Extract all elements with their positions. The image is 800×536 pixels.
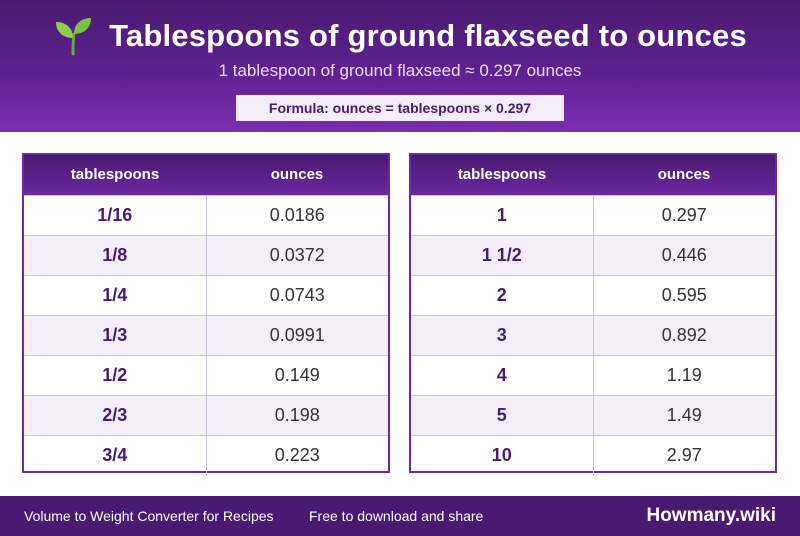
tablespoons-cell: 1/3 [24,316,207,355]
page-title: Tablespoons of ground flaxseed to ounces [109,18,747,53]
table-row: 4 1.19 [411,355,775,395]
column-header-ounces: ounces [657,166,711,183]
brand-logo: Howmany.wiki [646,505,776,526]
tablespoons-cell: 2 [411,276,594,315]
ounces-cell: 0.223 [274,445,320,465]
ounces-cell: 0.892 [661,325,707,345]
table-row: 1/16 0.0186 [24,195,388,235]
ounces-cell: 0.0991 [269,325,325,345]
tablespoons-cell: 5 [411,396,594,435]
table-row: 2/3 0.198 [24,395,388,435]
page-subtitle: 1 tablespoon of ground flaxseed ≈ 0.297 … [218,61,582,80]
ounces-cell: 1.19 [666,365,702,385]
column-header-ounces: ounces [270,166,324,183]
table-header: tablespoons ounces [24,155,388,195]
tablespoons-cell: 4 [411,356,594,395]
ounces-cell: 1.49 [666,405,702,425]
tablespoons-cell: 2/3 [24,396,207,435]
table-row: 3 0.892 [411,315,775,355]
column-header-tablespoons: tablespoons [70,166,160,183]
ounces-cell: 0.0372 [269,245,325,265]
ounces-cell: 0.297 [661,205,707,225]
tablespoons-cell: 10 [411,436,594,475]
ounces-cell: 0.149 [274,365,320,385]
title-row: Tablespoons of ground flaxseed to ounces [0,14,800,58]
table-row: 1/8 0.0372 [24,235,388,275]
footer-converter-text: Volume to Weight Converter for Recipes [24,508,274,524]
ounces-cell: 0.446 [661,245,707,265]
tablespoons-cell: 1 [411,196,594,235]
table-row: 10 2.97 [411,435,775,475]
ounces-cell: 0.595 [661,285,707,305]
sprout-icon [56,18,92,56]
table-row: 5 1.49 [411,395,775,435]
tablespoons-cell: 1/4 [24,276,207,315]
table-row: 1 1/2 0.446 [411,235,775,275]
footer-bar: Volume to Weight Converter for Recipes F… [0,496,800,536]
table-row: 1/2 0.149 [24,355,388,395]
table-row: 1/4 0.0743 [24,275,388,315]
table-row: 1 0.297 [411,195,775,235]
ounces-cell: 0.0743 [269,285,325,305]
tablespoons-cell: 1/16 [24,196,207,235]
footer-share-text: Free to download and share [309,508,484,524]
tablespoons-cell: 1/8 [24,236,207,275]
table-header: tablespoons ounces [411,155,775,195]
column-header-tablespoons: tablespoons [457,166,547,183]
tablespoons-cell: 1 1/2 [411,236,594,275]
ounces-cell: 0.198 [274,405,320,425]
tablespoons-cell: 3/4 [24,436,207,475]
conversion-table-left: tablespoons ounces 1/16 0.0186 1/8 0.0372 … [22,153,390,475]
formula-badge: Formula: ounces = tablespoons × 0.297 [236,95,564,121]
table-row: 1/3 0.0991 [24,315,388,355]
header-banner: Tablespoons of ground flaxseed to ounces… [0,0,800,132]
tablespoons-cell: 3 [411,316,594,355]
ounces-cell: 0.0186 [269,205,325,225]
conversion-table-right: tablespoons ounces 1 0.297 1 1/2 0.446 2 0.… [409,153,777,475]
table-row: 2 0.595 [411,275,775,315]
table-row: 3/4 0.223 [24,435,388,475]
ounces-cell: 2.97 [666,445,702,465]
tablespoons-cell: 1/2 [24,356,207,395]
